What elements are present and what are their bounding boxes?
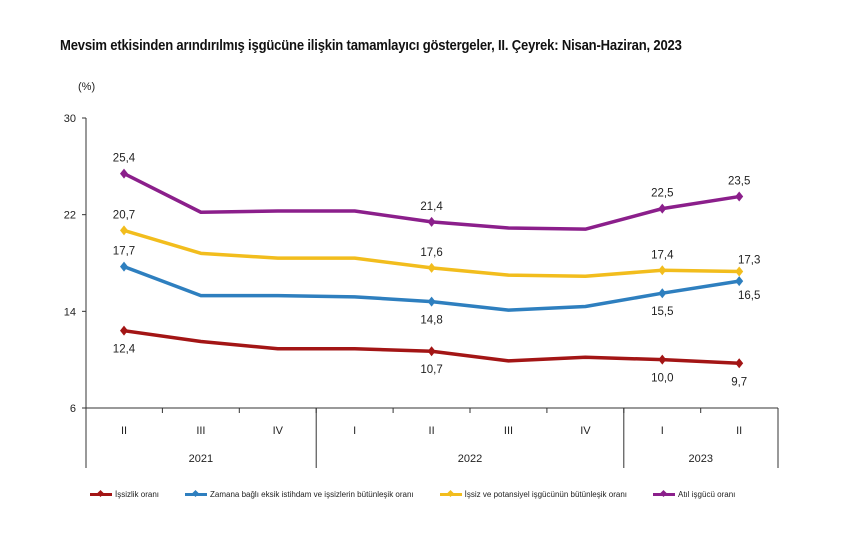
data-label: 10,0 <box>651 373 673 385</box>
data-label: 21,4 <box>420 201 443 213</box>
data-label: 9,7 <box>731 376 747 388</box>
data-label: 17,4 <box>651 249 674 261</box>
year-label: 2023 <box>689 453 713 465</box>
data-point <box>658 203 667 214</box>
data-label: 25,4 <box>113 153 136 165</box>
legend: İşsizlik oranı Zamana bağlı eksik istihda… <box>90 490 735 499</box>
x-tick-label: II <box>736 425 742 437</box>
x-tick-label: III <box>196 425 205 437</box>
data-point <box>735 276 744 287</box>
x-tick-label: IV <box>580 425 591 437</box>
data-label: 17,6 <box>420 247 442 259</box>
x-tick-label: II <box>429 425 435 437</box>
legend-label: İşsiz ve potansiyel işgücünün bütünleşik… <box>464 490 627 499</box>
legend-item: İşsiz ve potansiyel işgücünün bütünleşik… <box>439 490 627 499</box>
y-tick-label: 14 <box>64 306 76 318</box>
data-point <box>120 168 128 179</box>
legend-swatch <box>653 493 675 496</box>
legend-item: Atıl işgücü oranı <box>653 490 735 499</box>
data-label: 16,5 <box>738 290 760 302</box>
data-label: 14,8 <box>420 315 442 327</box>
chart-title: Mevsim etkisinden arındırılmış işgücüne … <box>60 38 682 54</box>
x-tick-label: I <box>353 425 356 437</box>
data-point <box>120 261 128 272</box>
data-point <box>735 266 744 277</box>
legend-item: Zamana bağlı eksik istihdam ve işsizleri… <box>185 490 414 499</box>
legend-label: İşsizlik oranı <box>115 490 160 499</box>
data-point <box>427 262 436 273</box>
data-label: 10,7 <box>420 364 442 376</box>
legend-swatch <box>90 493 112 496</box>
data-point <box>427 296 436 307</box>
data-point <box>120 325 128 336</box>
data-point <box>735 191 744 202</box>
x-tick-label: I <box>661 425 664 437</box>
legend-label: Zamana bağlı eksik istihdam ve işsizleri… <box>210 490 414 499</box>
data-label: 17,3 <box>738 254 760 266</box>
legend-swatch <box>185 493 208 496</box>
data-label: 20,7 <box>113 209 135 221</box>
data-label: 15,5 <box>651 306 673 318</box>
year-label: 2021 <box>189 453 213 465</box>
legend-swatch <box>439 493 462 496</box>
data-point <box>120 225 128 236</box>
data-point <box>427 216 436 227</box>
y-tick-label: 22 <box>64 210 76 222</box>
data-label: 23,5 <box>728 176 750 188</box>
year-label: 2022 <box>458 453 482 465</box>
data-point <box>658 265 667 276</box>
x-tick-label: II <box>121 425 127 437</box>
y-tick-label: 30 <box>64 113 76 125</box>
y-tick-label: 6 <box>70 403 76 415</box>
data-point <box>735 358 744 369</box>
data-label: 12,4 <box>113 344 136 356</box>
data-label: 17,7 <box>113 246 135 258</box>
legend-label: Atıl işgücü oranı <box>678 490 736 499</box>
data-point <box>658 354 667 365</box>
data-point <box>427 346 436 357</box>
data-label: 22,5 <box>651 188 673 200</box>
x-tick-label: III <box>504 425 513 437</box>
data-point <box>658 288 667 299</box>
x-tick-label: IV <box>273 425 284 437</box>
legend-item: İşsizlik oranı <box>90 490 159 499</box>
y-axis-label: (%) <box>78 81 95 93</box>
